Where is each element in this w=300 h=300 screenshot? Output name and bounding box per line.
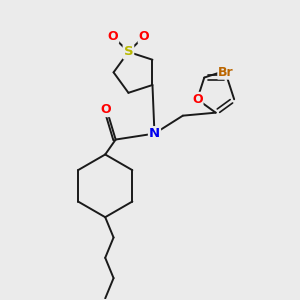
Text: O: O (192, 93, 202, 106)
Text: Br: Br (218, 66, 234, 79)
Text: S: S (124, 45, 133, 58)
Text: O: O (100, 103, 110, 116)
Text: N: N (149, 127, 160, 140)
Text: O: O (108, 30, 118, 43)
Text: O: O (139, 30, 149, 43)
